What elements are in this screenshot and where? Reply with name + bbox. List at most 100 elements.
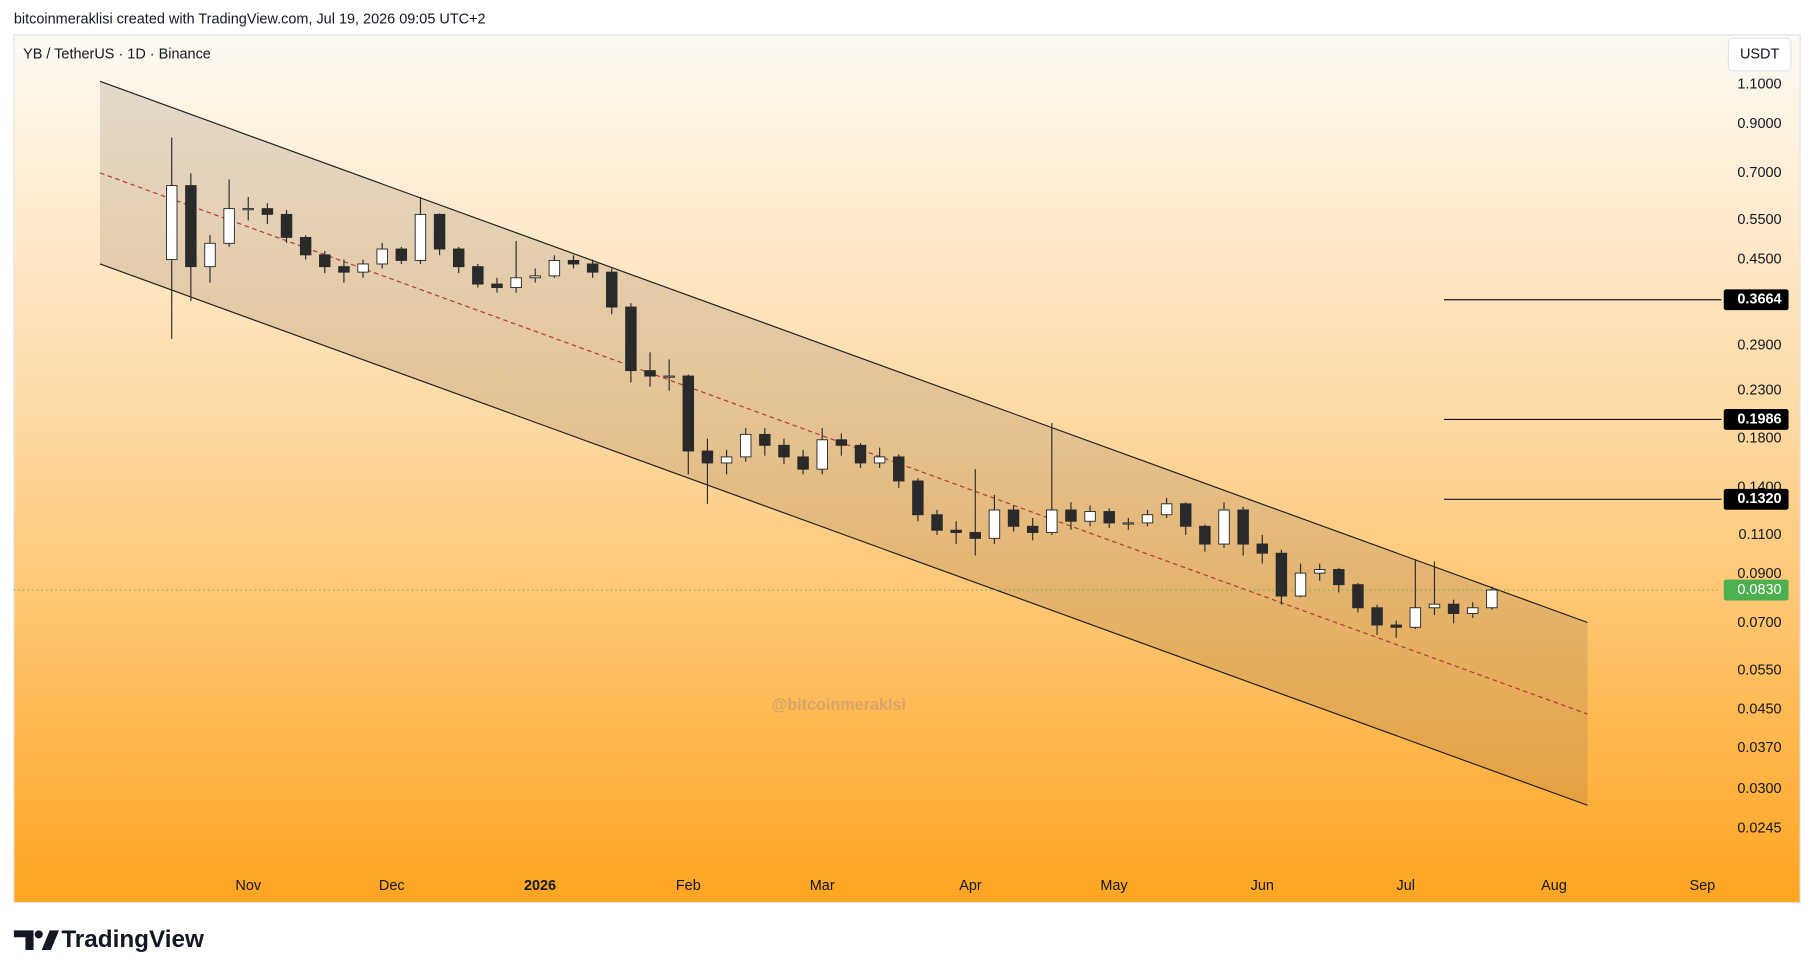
y-tick-label: 1.1000 bbox=[1737, 77, 1781, 93]
candle-body bbox=[873, 456, 886, 464]
logo-slash bbox=[41, 930, 60, 951]
candle-body bbox=[1007, 509, 1020, 527]
logo-dot bbox=[34, 930, 43, 939]
x-tick-label: 2026 bbox=[524, 878, 556, 894]
x-tick-label: Apr bbox=[959, 878, 982, 894]
candle-body bbox=[778, 444, 790, 458]
price-axis: 1.1000 0.9000 0.7000 0.5500 0.4500 0.2900 0.23… bbox=[235, 77, 1789, 894]
candle-body bbox=[223, 208, 235, 244]
brand-logo bbox=[13, 930, 60, 951]
candle-body bbox=[567, 259, 580, 265]
channel-lower-line bbox=[99, 263, 1588, 806]
x-tick-label: Mar bbox=[810, 878, 835, 894]
candle-body bbox=[1447, 603, 1460, 614]
candle-body bbox=[1218, 509, 1230, 545]
price-level-label: 0.1320 bbox=[1737, 491, 1781, 507]
x-tick-label: Sep bbox=[1689, 878, 1715, 894]
y-tick-label: 0.5500 bbox=[1737, 212, 1781, 228]
candle-body bbox=[357, 263, 369, 273]
candle-body bbox=[739, 433, 752, 458]
candle-body bbox=[1122, 522, 1135, 525]
x-tick-label: Dec bbox=[379, 878, 405, 894]
candle-body bbox=[1313, 569, 1326, 574]
candle-body bbox=[720, 456, 733, 464]
candle-body bbox=[204, 242, 216, 268]
candle-body bbox=[586, 263, 599, 273]
credit: bitcoinmeraklisi created with TradingVie… bbox=[14, 12, 486, 28]
candle-body bbox=[950, 529, 962, 533]
price-level-label: 0.3664 bbox=[1737, 292, 1781, 308]
channel-upper-line bbox=[99, 80, 1588, 624]
y-tick-label: 0.0550 bbox=[1737, 662, 1781, 678]
candle-body bbox=[1275, 552, 1288, 597]
candle-body bbox=[414, 213, 427, 261]
y-tick-label: 0.0450 bbox=[1737, 702, 1781, 718]
candle-body bbox=[1084, 511, 1096, 522]
y-tick-label: 0.0300 bbox=[1737, 781, 1781, 797]
chart-background bbox=[13, 34, 1801, 904]
candle-body bbox=[1141, 514, 1154, 524]
symbol-title: YB / TetherUS · 1D · Binance bbox=[23, 46, 211, 62]
price-level-label: 0.1986 bbox=[1737, 411, 1781, 427]
candle-body bbox=[701, 450, 714, 464]
candle-body bbox=[759, 433, 771, 446]
price-level-box bbox=[1723, 289, 1789, 311]
price-level-box bbox=[1723, 409, 1789, 430]
y-tick-label: 0.0370 bbox=[1737, 740, 1781, 756]
x-tick-label: Jul bbox=[1397, 878, 1415, 894]
candle-body bbox=[969, 532, 982, 539]
candle-body bbox=[1294, 572, 1307, 597]
candle-body bbox=[854, 444, 867, 464]
candle-body bbox=[893, 456, 905, 482]
x-tick-label: Feb bbox=[676, 878, 701, 894]
x-tick-label: Jun bbox=[1251, 878, 1274, 894]
candle-body bbox=[663, 375, 675, 378]
brand-name: TradingView bbox=[61, 926, 204, 953]
candle-body bbox=[548, 259, 561, 277]
candle-body bbox=[472, 266, 484, 285]
candle-body bbox=[1256, 543, 1268, 554]
candle-body bbox=[338, 266, 350, 273]
y-tick-label: 0.0700 bbox=[1737, 615, 1781, 631]
candle-body bbox=[1237, 509, 1249, 545]
candle-body bbox=[912, 480, 924, 516]
candle-body bbox=[1428, 603, 1441, 609]
candle-body bbox=[1409, 607, 1422, 628]
candle-body bbox=[835, 439, 848, 446]
candle-body bbox=[395, 248, 408, 261]
candle-body bbox=[625, 306, 637, 372]
candle-body bbox=[1486, 589, 1498, 609]
y-tick-label: 0.0245 bbox=[1737, 820, 1781, 836]
candle-body bbox=[988, 509, 1001, 539]
candle-body bbox=[816, 439, 828, 470]
candle-body bbox=[185, 185, 197, 268]
y-tick-label: 0.2900 bbox=[1737, 337, 1781, 353]
candle-body bbox=[931, 514, 943, 531]
candle-body bbox=[1467, 607, 1479, 614]
currency-box[interactable] bbox=[1727, 37, 1792, 72]
candle-body bbox=[1180, 503, 1192, 527]
candle-body bbox=[510, 277, 522, 289]
candle-body bbox=[682, 375, 695, 452]
candle-body bbox=[606, 271, 618, 308]
watermark: @bitcoinmeraklsi bbox=[771, 696, 906, 714]
candle-body bbox=[242, 208, 254, 211]
x-tick-label: Nov bbox=[235, 878, 261, 894]
candle-body bbox=[299, 236, 312, 256]
last-price-box bbox=[1723, 579, 1789, 601]
candle-body bbox=[1065, 509, 1077, 522]
x-tick-label: Aug bbox=[1541, 878, 1567, 894]
y-tick-label: 0.4500 bbox=[1737, 251, 1781, 267]
candle-body bbox=[529, 275, 541, 279]
y-tick-label: 0.1100 bbox=[1738, 527, 1781, 543]
candle-body bbox=[433, 213, 446, 250]
candle-body bbox=[1390, 624, 1402, 628]
candle-body bbox=[1026, 525, 1039, 533]
candle-body bbox=[261, 208, 274, 215]
y-tick-label: 0.2300 bbox=[1737, 383, 1781, 399]
candle-body bbox=[319, 254, 331, 268]
candle-body bbox=[1046, 509, 1058, 533]
candle-body bbox=[452, 248, 465, 268]
